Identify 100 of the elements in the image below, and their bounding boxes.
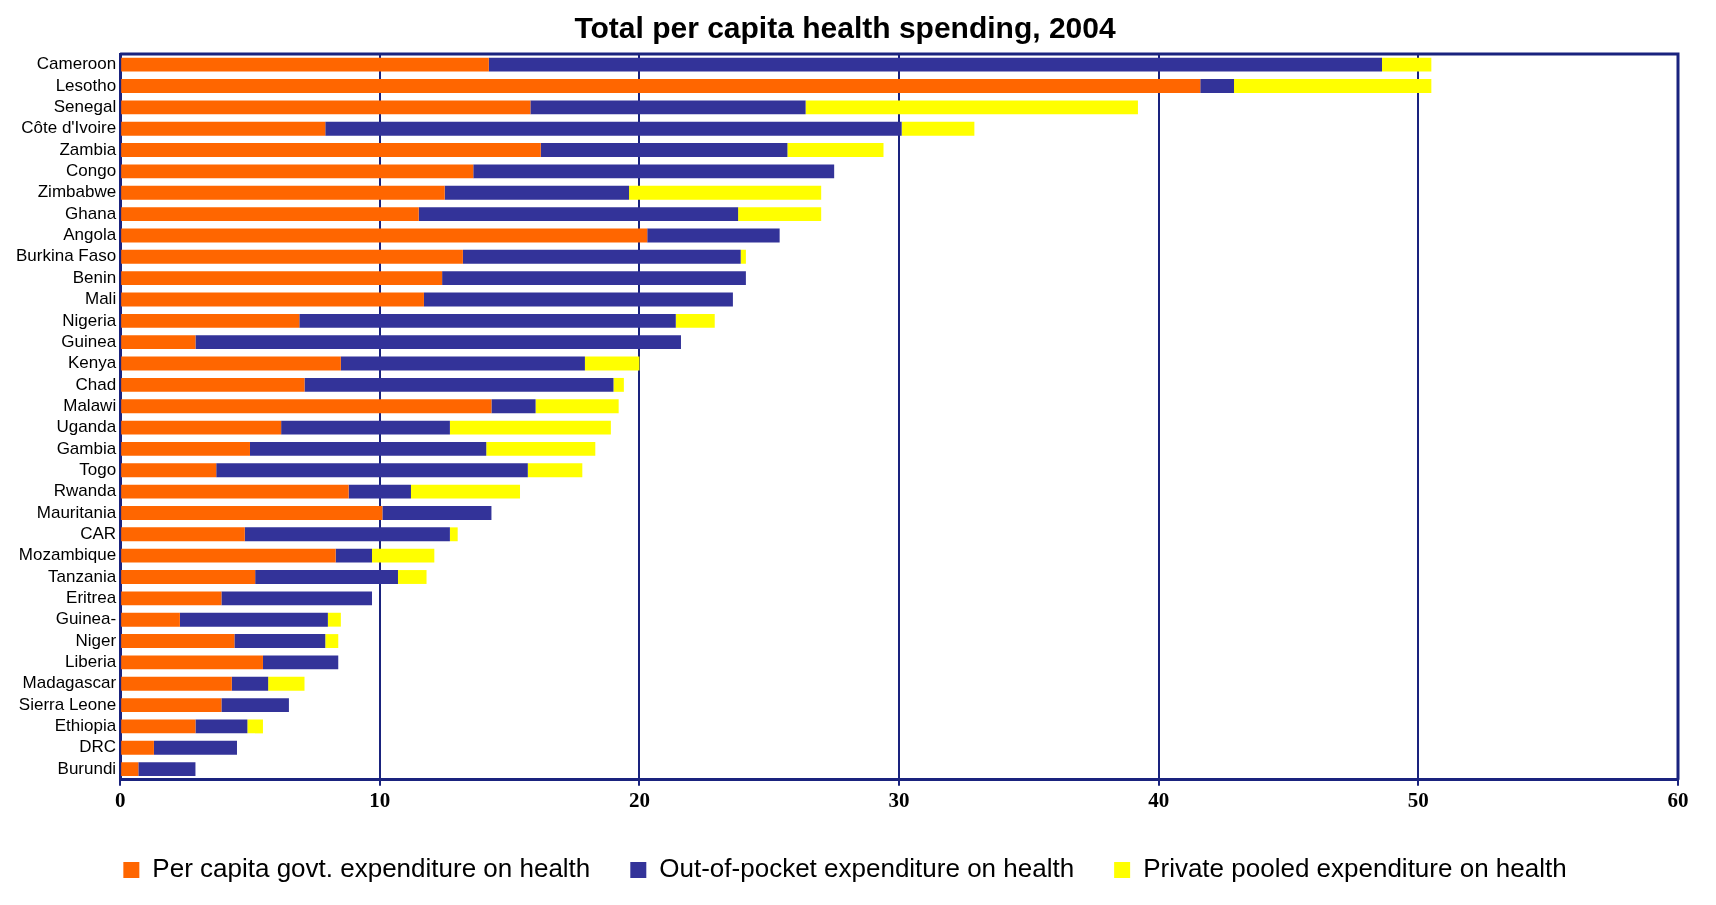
bar xyxy=(121,121,326,136)
bar xyxy=(121,185,445,200)
bar xyxy=(121,441,250,456)
x-tick-label: 0 xyxy=(114,787,126,812)
bar xyxy=(249,441,487,456)
bar xyxy=(121,399,492,414)
y-tick-label: Guinea xyxy=(61,331,117,351)
bar xyxy=(121,698,222,713)
y-tick-label: Niger xyxy=(75,630,117,650)
bar xyxy=(121,292,424,307)
y-tick-label: Kenya xyxy=(67,353,117,373)
y-tick-label: Côte d'Ivoire xyxy=(21,118,117,138)
bar xyxy=(121,740,154,755)
bar xyxy=(121,570,256,584)
bar xyxy=(340,356,585,371)
bar xyxy=(121,612,180,627)
y-tick-label: Gambia xyxy=(56,438,117,458)
y-tick-label: Mozambique xyxy=(18,545,117,565)
y-tick-label: Uganda xyxy=(56,417,117,437)
legend-label: Private pooled expenditure on health xyxy=(1143,853,1567,884)
bar xyxy=(491,399,536,414)
y-tick-label: CAR xyxy=(80,524,117,543)
bar xyxy=(530,100,806,115)
bar xyxy=(442,271,746,286)
y-tick-label: Malawi xyxy=(63,395,117,415)
y-tick-label: Tanzania xyxy=(48,566,117,586)
legend-label: Out-of-pocket expenditure on health xyxy=(659,853,1075,884)
bar xyxy=(268,676,305,691)
y-tick-label: Liberia xyxy=(65,652,117,672)
bar xyxy=(1200,79,1235,93)
bar xyxy=(327,612,341,627)
bar xyxy=(449,527,458,542)
bar xyxy=(325,121,902,136)
bar xyxy=(195,719,248,734)
bar xyxy=(121,164,474,179)
bar xyxy=(281,420,450,435)
bar xyxy=(121,100,531,115)
bar xyxy=(444,185,630,200)
y-tick-label: Mali xyxy=(84,289,117,309)
y-tick-label: Ethiopia xyxy=(54,716,117,736)
bar xyxy=(121,506,383,520)
bar xyxy=(805,100,1138,115)
bar xyxy=(738,207,822,222)
bar xyxy=(179,612,328,627)
bar xyxy=(121,676,232,691)
bar xyxy=(221,698,289,713)
bar xyxy=(262,655,339,670)
y-tick-label: Eritrea xyxy=(66,588,117,608)
bar xyxy=(540,143,788,157)
y-tick-label: Burkina Faso xyxy=(15,246,117,266)
bar xyxy=(675,313,715,328)
bar xyxy=(121,548,336,563)
x-tick-label: 50 xyxy=(1407,787,1429,812)
bar xyxy=(304,377,614,392)
bar xyxy=(121,207,419,222)
y-tick-label: Senegal xyxy=(53,97,117,117)
y-tick-label: Sierra Leone xyxy=(18,694,117,714)
bar xyxy=(121,527,245,542)
bar xyxy=(121,335,196,350)
legend-label: Per capita govt. expenditure on health xyxy=(152,853,591,884)
y-tick-label: Ghana xyxy=(65,203,117,223)
bar xyxy=(121,719,196,734)
bar xyxy=(247,719,263,734)
bar xyxy=(153,740,237,755)
x-tick-label: 10 xyxy=(369,787,391,812)
y-tick-label: Mauritania xyxy=(36,502,117,522)
bar xyxy=(787,143,884,157)
bar xyxy=(244,527,450,542)
bar xyxy=(486,441,596,456)
bar xyxy=(138,762,196,777)
bar xyxy=(629,185,822,200)
bar xyxy=(121,634,235,648)
bar xyxy=(121,57,489,72)
bar xyxy=(740,249,746,264)
bar xyxy=(221,591,373,606)
bar xyxy=(216,463,528,478)
bar xyxy=(121,271,443,286)
chart-title: Total per capita health spending, 2004 xyxy=(574,11,1116,45)
bar xyxy=(348,484,411,499)
y-tick-label: Burundi xyxy=(57,758,117,778)
x-tick-label: 20 xyxy=(628,787,650,812)
y-tick-label: Angola xyxy=(63,225,117,245)
bar xyxy=(121,79,1201,93)
x-tick-label: 40 xyxy=(1148,787,1170,812)
bar xyxy=(473,164,835,179)
bar xyxy=(121,377,305,392)
bar xyxy=(299,313,676,328)
bar xyxy=(121,420,282,435)
y-tick-label: Lesotho xyxy=(55,75,117,95)
bar xyxy=(1234,79,1432,93)
bar xyxy=(121,463,217,478)
bar xyxy=(535,399,619,414)
bar xyxy=(234,634,326,648)
y-tick-label: Togo xyxy=(79,459,117,479)
bar xyxy=(527,463,583,478)
y-tick-label: Zimbabwe xyxy=(37,182,117,202)
bar xyxy=(584,356,640,371)
bar xyxy=(121,313,300,328)
bar xyxy=(901,121,975,136)
bar xyxy=(121,591,222,606)
